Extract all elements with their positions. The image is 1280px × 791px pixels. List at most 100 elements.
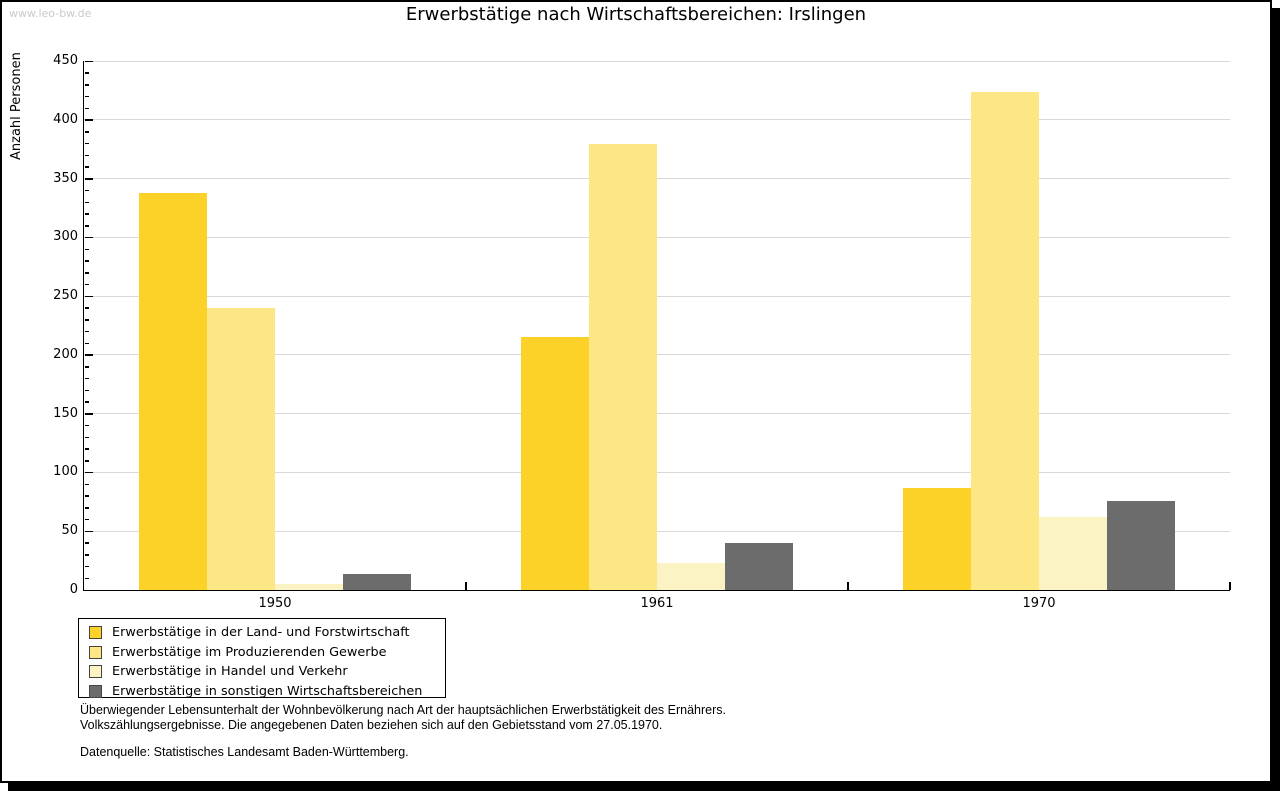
y-tick-label-350: 350 xyxy=(53,170,78,186)
y-minor-tick xyxy=(85,131,89,133)
y-minor-tick xyxy=(85,166,89,168)
y-minor-tick xyxy=(85,213,89,215)
x-category-label-1970: 1970 xyxy=(1022,596,1056,611)
y-minor-tick xyxy=(85,201,89,204)
legend-item-1: Erwerbstätige in der Land- und Forstwirt… xyxy=(89,623,445,643)
y-minor-tick xyxy=(85,577,89,580)
y-minor-tick xyxy=(85,495,89,497)
y-minor-tick xyxy=(85,436,89,439)
legend-swatch-icon xyxy=(89,645,102,659)
gridline-100 xyxy=(84,471,1230,473)
y-major-tick xyxy=(85,119,93,121)
gridline-400 xyxy=(84,119,1230,121)
gridline-350 xyxy=(84,178,1230,180)
y-major-tick xyxy=(85,60,93,62)
bar-1950-series3 xyxy=(275,584,343,590)
y-tick-label-200: 200 xyxy=(53,346,78,362)
footnote-source: Datenquelle: Statistisches Landesamt Bad… xyxy=(80,745,409,759)
y-minor-tick xyxy=(85,260,89,262)
legend-swatch-icon xyxy=(89,684,102,698)
y-minor-tick xyxy=(85,401,89,403)
y-tick-label-450: 450 xyxy=(53,53,78,68)
y-minor-tick xyxy=(85,283,89,286)
y-tick-label-100: 100 xyxy=(53,464,78,480)
y-minor-tick xyxy=(85,95,89,98)
footnote-line-1: Überwiegender Lebensunterhalt der Wohnbe… xyxy=(80,703,726,717)
legend-item-3: Erwerbstätige in Handel und Verkehr xyxy=(89,662,445,682)
chart-title: Erwerbstätige nach Wirtschaftsbereichen:… xyxy=(405,4,867,25)
gridline-150 xyxy=(84,413,1230,415)
y-minor-tick xyxy=(85,542,89,544)
bar-1961-series1 xyxy=(521,337,589,590)
bar-1961-series3 xyxy=(657,562,725,590)
footnote-line-2: Volkszählungsergebnisse. Die angegebenen… xyxy=(80,717,663,732)
page-shadow-right xyxy=(1272,8,1280,791)
bar-1961-series4 xyxy=(725,542,793,590)
y-tick-label-400: 400 xyxy=(53,111,78,127)
y-minor-tick xyxy=(85,565,89,568)
y-axis-line xyxy=(82,61,84,590)
y-minor-tick xyxy=(85,107,89,110)
x-axis-line xyxy=(82,589,1230,591)
y-minor-tick xyxy=(85,507,89,509)
footnote-text: Überwiegender Lebensunterhalt der Wohnbe… xyxy=(80,703,726,732)
y-minor-tick xyxy=(85,389,89,392)
y-minor-tick xyxy=(85,330,89,333)
bar-1970-series1 xyxy=(903,487,971,590)
y-minor-tick xyxy=(85,424,89,427)
y-minor-tick xyxy=(85,319,89,321)
y-minor-tick xyxy=(85,366,89,368)
y-major-tick xyxy=(85,295,93,298)
y-tick-label-250: 250 xyxy=(53,288,78,304)
bar-1970-series4 xyxy=(1107,500,1175,590)
y-minor-tick xyxy=(85,225,89,227)
x-boundary-tick xyxy=(847,582,849,590)
y-major-tick xyxy=(85,471,93,474)
legend-item-4: Erwerbstätige in sonstigen Wirtschaftsbe… xyxy=(89,682,445,702)
gridline-50 xyxy=(84,530,1230,532)
y-tick-label-0: 0 xyxy=(69,582,78,597)
x-boundary-tick xyxy=(465,582,467,590)
y-minor-tick xyxy=(85,154,89,157)
y-major-tick xyxy=(85,178,93,180)
x-category-label-1950: 1950 xyxy=(258,596,292,611)
y-minor-tick xyxy=(85,518,89,521)
bar-1970-series2 xyxy=(971,91,1039,590)
y-tick-label-150: 150 xyxy=(53,405,78,421)
bar-1961-series2 xyxy=(589,144,657,590)
y-minor-tick xyxy=(85,307,89,309)
y-tick-label-50: 50 xyxy=(61,523,78,539)
y-minor-tick xyxy=(85,377,89,380)
y-minor-tick xyxy=(85,142,89,145)
legend-swatch-icon xyxy=(89,626,102,640)
legend-label: Erwerbstätige in Handel und Verkehr xyxy=(112,664,348,680)
x-category-label-1961: 1961 xyxy=(640,596,674,611)
y-major-tick xyxy=(85,413,93,415)
x-boundary-tick xyxy=(1229,582,1231,590)
bar-1950-series1 xyxy=(139,192,207,590)
y-minor-tick xyxy=(85,554,89,556)
y-minor-tick xyxy=(85,272,89,274)
y-minor-tick xyxy=(85,84,89,86)
y-minor-tick xyxy=(85,342,89,345)
y-minor-tick xyxy=(85,460,89,462)
page-shadow-bottom xyxy=(8,783,1272,791)
legend-label: Erwerbstätige im Produzierenden Gewerbe xyxy=(112,644,387,660)
gridline-200 xyxy=(84,354,1230,356)
bar-1950-series2 xyxy=(207,307,275,590)
legend-item-2: Erwerbstätige im Produzierenden Gewerbe xyxy=(89,643,445,663)
y-tick-label-300: 300 xyxy=(53,229,78,245)
y-minor-tick xyxy=(85,448,89,450)
legend-label: Erwerbstätige in sonstigen Wirtschaftsbe… xyxy=(112,683,423,699)
bar-1970-series3 xyxy=(1039,517,1107,590)
y-major-tick xyxy=(85,530,93,533)
y-major-tick xyxy=(85,236,93,239)
y-minor-tick xyxy=(85,72,89,74)
y-minor-tick xyxy=(85,248,89,251)
gridline-450 xyxy=(84,60,1230,62)
gridline-250 xyxy=(84,295,1230,297)
legend-label: Erwerbstätige in der Land- und Forstwirt… xyxy=(112,625,410,641)
y-minor-tick xyxy=(85,483,89,486)
y-minor-tick xyxy=(85,189,89,192)
